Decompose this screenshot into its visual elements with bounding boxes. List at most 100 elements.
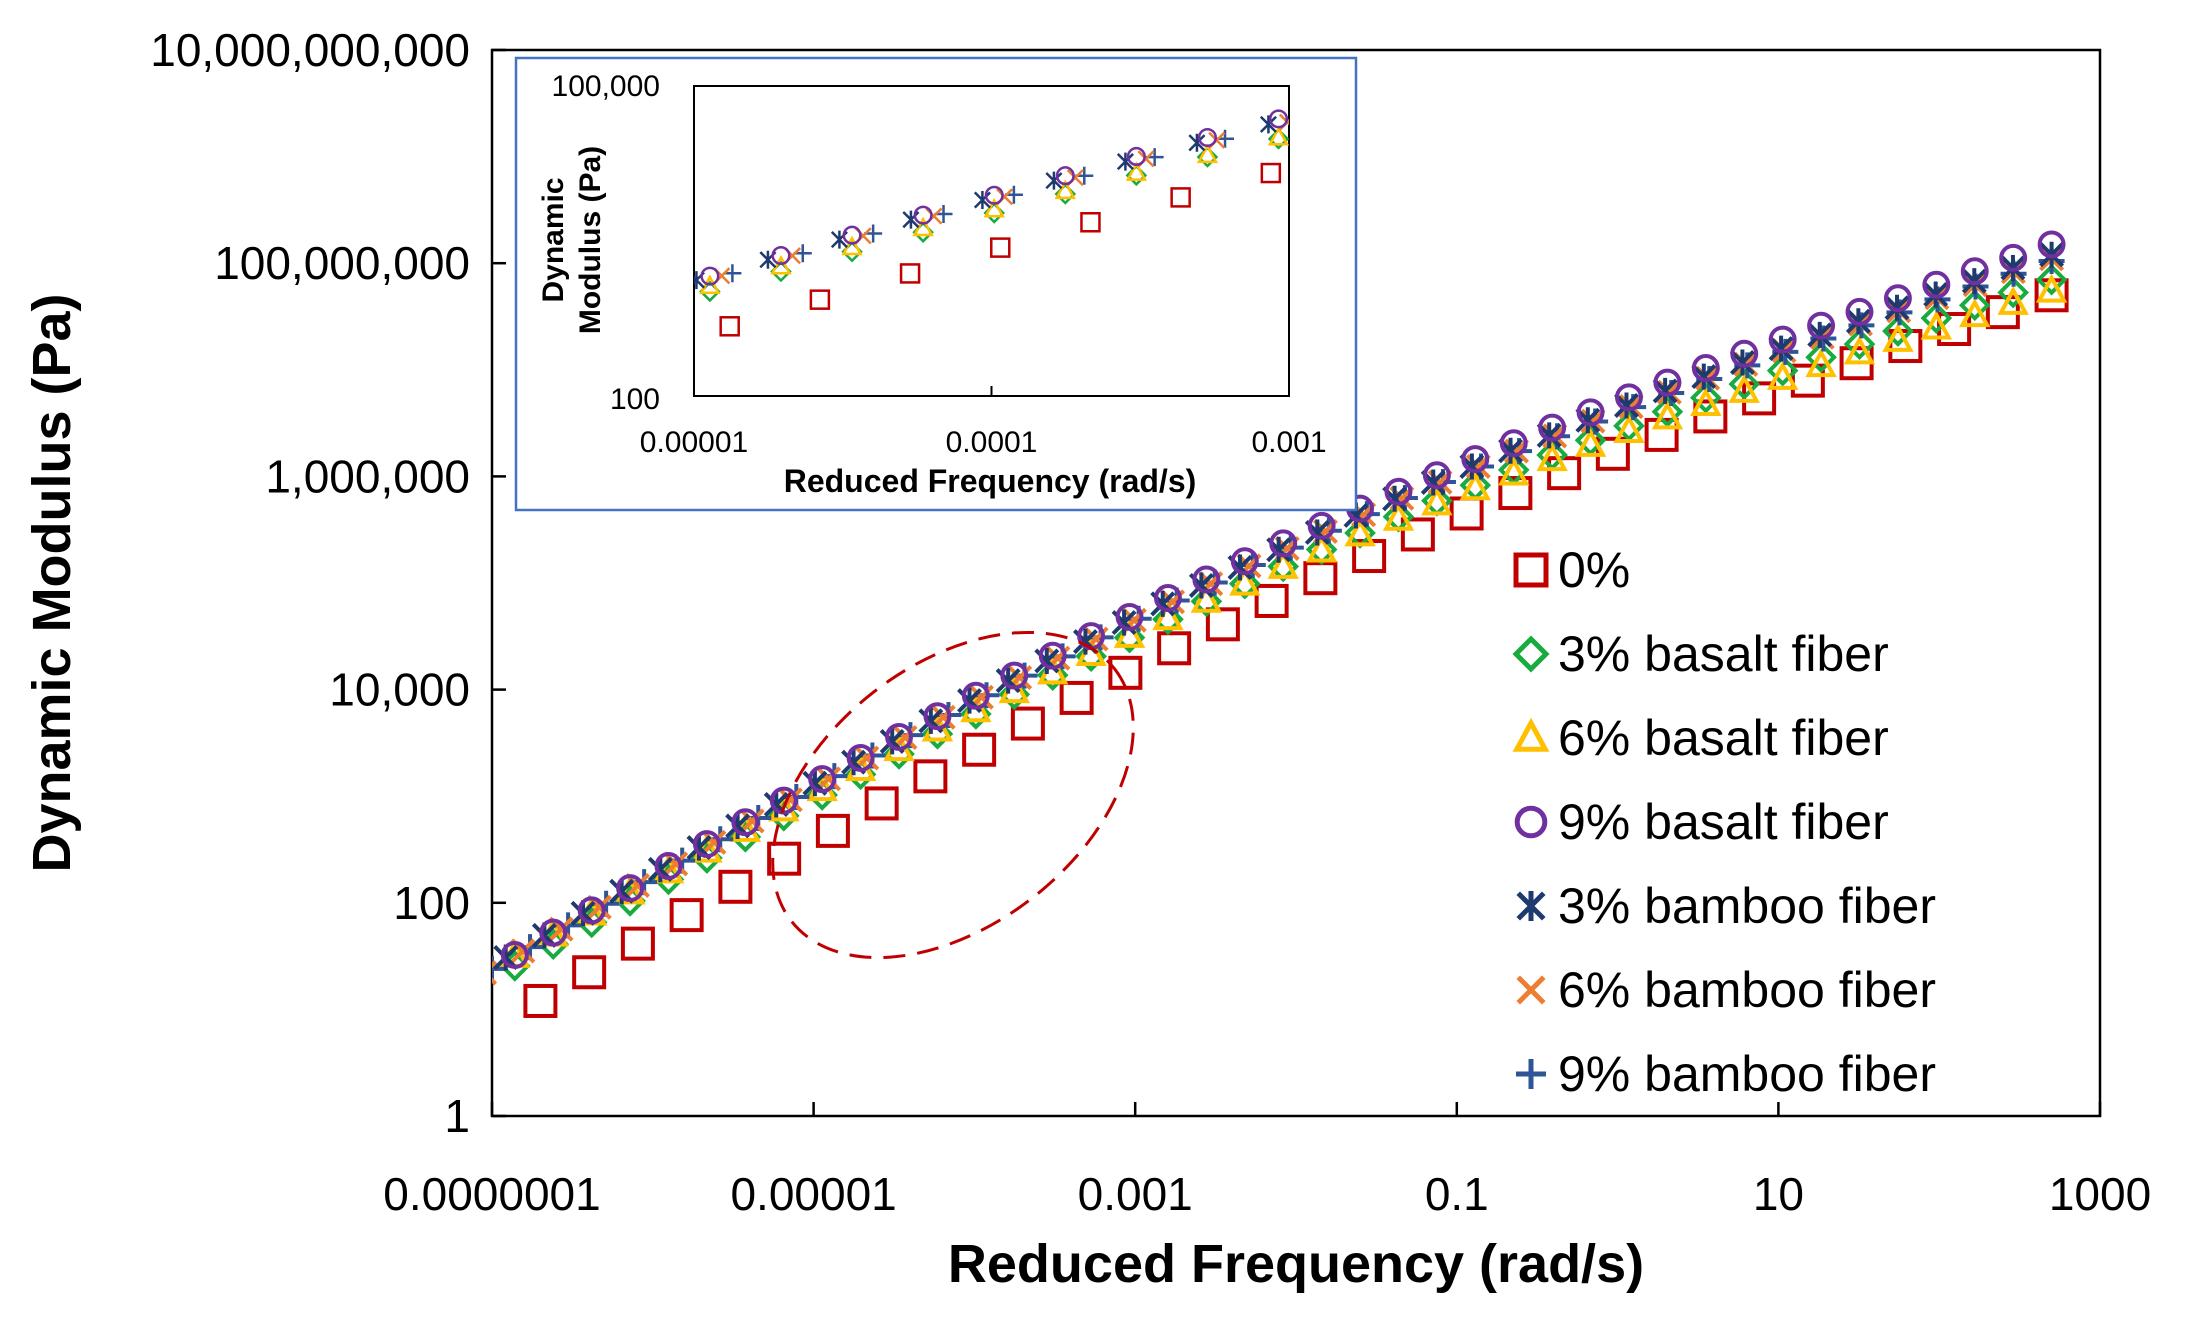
legend-label: 9% basalt fiber	[1558, 794, 1889, 850]
asterisk-marker	[1516, 891, 1546, 921]
diamond-marker	[1805, 341, 1837, 374]
circle-marker	[1845, 297, 1874, 326]
circle-marker	[1269, 529, 1298, 558]
triangle-marker	[912, 216, 934, 237]
asterisk-marker	[973, 191, 991, 210]
circle-marker	[539, 918, 568, 947]
square-marker	[1010, 706, 1045, 741]
square-marker	[899, 263, 921, 284]
circle-marker	[842, 225, 862, 245]
square-marker	[809, 289, 831, 310]
circle-marker	[771, 246, 791, 266]
diamond-marker	[1113, 621, 1146, 654]
inset-x-tick-label: 0.00001	[640, 426, 748, 459]
plus-marker	[793, 244, 812, 263]
circle-marker	[692, 830, 721, 859]
diamond-marker	[1512, 635, 1550, 673]
circle-marker	[464, 965, 488, 989]
triangle-marker	[1882, 322, 1914, 352]
asterisk-marker	[1845, 308, 1871, 335]
circle-marker	[984, 185, 1004, 205]
square-marker	[718, 869, 753, 904]
asterisk-marker	[456, 967, 478, 993]
square-marker	[1170, 187, 1191, 208]
x-marker	[625, 873, 650, 899]
asterisk-marker	[1188, 133, 1206, 152]
circle-marker	[913, 205, 933, 225]
legend-label: 6% bamboo fiber	[1558, 962, 1936, 1018]
circle-marker	[1192, 565, 1221, 594]
plus-marker	[1516, 1059, 1546, 1089]
diamond-marker	[1305, 533, 1338, 566]
circle-marker	[1538, 413, 1567, 442]
y-tick-label: 1	[444, 1090, 470, 1142]
legend-label: 6% basalt fiber	[1558, 710, 1889, 766]
plus-marker	[492, 955, 505, 982]
square-marker	[669, 898, 704, 933]
y-tick-label: 100,000,000	[214, 237, 470, 289]
circle-marker	[1115, 602, 1144, 631]
circle-marker	[616, 874, 645, 903]
circle-marker	[1768, 325, 1797, 354]
asterisk-marker	[1961, 268, 1987, 295]
x-marker	[739, 808, 765, 834]
square-marker	[1513, 552, 1549, 588]
diamond-marker	[1651, 395, 1684, 428]
x-tick-label: 0.001	[1078, 1168, 1193, 1220]
circle-marker	[808, 765, 837, 794]
y-tick-label: 10,000	[329, 664, 470, 716]
inset-data-marks	[694, 109, 1289, 337]
square-marker	[1260, 162, 1282, 184]
asterisk-marker	[1652, 377, 1678, 404]
square-marker	[815, 813, 850, 848]
square-marker	[767, 841, 802, 876]
diamond-marker	[1997, 276, 2030, 309]
square-marker	[1644, 417, 1679, 452]
legend-label: 3% basalt fiber	[1558, 626, 1889, 682]
diamond-marker	[1689, 381, 1722, 414]
circle-marker	[1126, 146, 1146, 166]
highlight-ellipse	[771, 630, 1135, 960]
square-marker	[1157, 631, 1192, 666]
diamond-marker	[1267, 128, 1289, 150]
diamond-marker	[1958, 289, 1991, 322]
triangle-marker	[770, 254, 792, 275]
triangle-marker	[699, 274, 721, 295]
square-marker	[1205, 607, 1240, 642]
legend: 0% 3% basalt fiber 6% basalt fiber 9% basal…	[1512, 542, 1936, 1102]
x-marker	[1618, 394, 1644, 420]
circle-marker	[1499, 429, 1528, 458]
circle-marker	[1999, 243, 2028, 272]
diamond-marker	[1843, 328, 1876, 360]
triangle-marker	[2035, 273, 2068, 303]
diamond-marker	[998, 678, 1031, 711]
triangle-marker	[1344, 517, 1376, 547]
x-tick-label: 0.0000001	[383, 1168, 600, 1220]
triangle-marker	[1959, 298, 1991, 328]
legend-label: 9% bamboo fiber	[1558, 1046, 1936, 1102]
circle-marker	[1384, 477, 1413, 506]
circle-marker	[2037, 230, 2066, 259]
inset-y-tick-label: 100,000	[552, 70, 660, 103]
y-tick-label: 10,000,000,000	[150, 24, 470, 76]
triangle-marker	[1382, 501, 1415, 531]
circle-marker	[1883, 284, 1912, 313]
triangle-marker	[1196, 143, 1219, 164]
triangle-marker	[1125, 161, 1148, 181]
triangle-marker	[492, 988, 493, 990]
circle-marker	[1461, 445, 1490, 474]
square-marker	[1547, 456, 1582, 491]
square-marker	[1400, 517, 1435, 552]
triangle-marker	[1190, 583, 1223, 613]
diamond-marker	[1125, 164, 1148, 187]
x-marker	[663, 851, 689, 877]
triangle-marker	[983, 197, 1005, 218]
triangle-marker	[1690, 387, 1722, 417]
circle-marker	[769, 786, 798, 815]
asterisk-marker	[1807, 321, 1833, 348]
triangle-marker	[1651, 400, 1684, 430]
triangle-marker	[1229, 566, 1261, 596]
diamond-marker	[1152, 603, 1184, 636]
asterisk-marker	[1923, 281, 1949, 308]
